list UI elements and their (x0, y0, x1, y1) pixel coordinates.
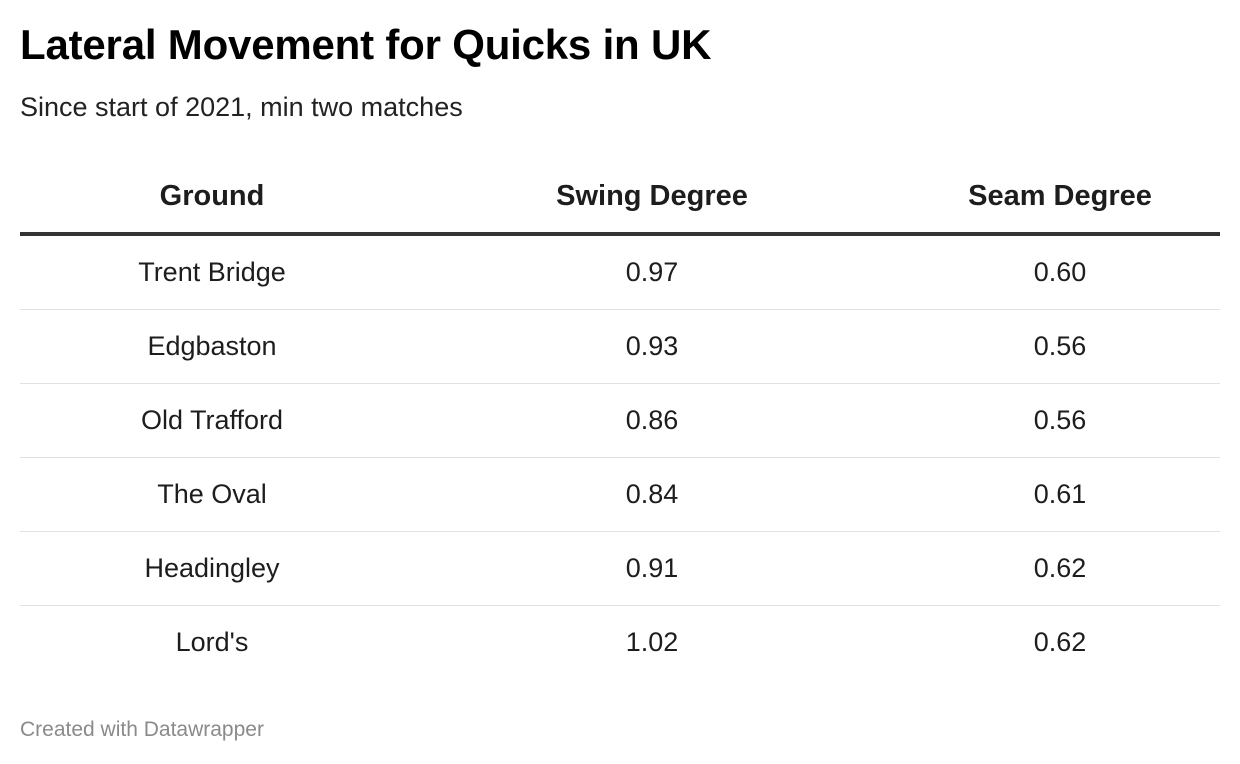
cell-ground: Trent Bridge (20, 234, 404, 310)
chart-subtitle: Since start of 2021, min two matches (20, 92, 463, 122)
table-header-row: Ground Swing Degree Seam Degree (20, 160, 1220, 236)
table-row: Trent Bridge 0.97 0.60 (20, 234, 1220, 310)
cell-swing-degree: 0.97 (404, 234, 900, 310)
cell-seam-degree: 0.61 (900, 457, 1220, 532)
cell-swing-degree: 0.93 (404, 309, 900, 384)
cell-seam-degree: 0.56 (900, 383, 1220, 458)
table-row: The Oval 0.84 0.61 (20, 457, 1220, 532)
cell-ground: Lord's (175, 627, 249, 657)
table-row: Old Trafford 0.86 0.56 (20, 383, 1220, 458)
chart-title: Lateral Movement for Quicks in UK (20, 21, 712, 68)
datawrapper-credit-link[interactable]: Created with Datawrapper (20, 718, 264, 741)
data-table: Ground Swing Degree Seam Degree Trent Br… (20, 160, 1220, 679)
column-header-seam-degree: Seam Degree (900, 160, 1220, 236)
cell-ground: Edgbaston (20, 309, 404, 384)
cell-ground: Old Trafford (20, 383, 404, 458)
cell-swing-degree: 0.91 (404, 531, 900, 606)
data-table-container: Ground Swing Degree Seam Degree Trent Br… (20, 160, 1220, 679)
cell-swing-degree: 1.02 (625, 627, 679, 657)
cell-ground: The Oval (20, 457, 404, 532)
column-header-ground: Ground (20, 160, 404, 236)
cell-swing-degree: 0.86 (404, 383, 900, 458)
cell-swing-degree: 0.84 (404, 457, 900, 532)
cell-seam-degree: 0.62 (1033, 627, 1087, 657)
cell-ground: Headingley (20, 531, 404, 606)
cell-seam-degree: 0.56 (900, 309, 1220, 384)
table-row: Edgbaston 0.93 0.56 (20, 309, 1220, 384)
table-row: Headingley 0.91 0.62 (20, 531, 1220, 606)
column-header-swing-degree: Swing Degree (404, 160, 900, 236)
table-row: Lord's 1.02 0.62 (20, 606, 1220, 680)
cell-seam-degree: 0.60 (900, 234, 1220, 310)
cell-seam-degree: 0.62 (900, 531, 1220, 606)
